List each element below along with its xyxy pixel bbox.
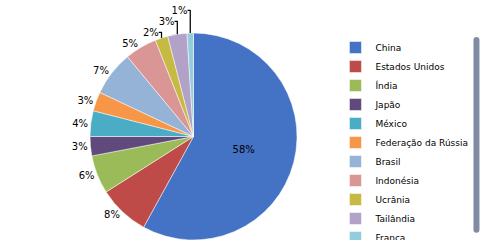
svg-text:2%: 2% [143, 27, 159, 38]
svg-text:4%: 4% [72, 118, 88, 129]
svg-text:França: França [375, 233, 405, 240]
svg-text:7%: 7% [93, 65, 109, 76]
svg-text:6%: 6% [79, 170, 95, 181]
svg-text:5%: 5% [122, 38, 138, 49]
svg-text:Brasil: Brasil [375, 157, 400, 167]
svg-text:3%: 3% [159, 16, 175, 27]
svg-text:Japão: Japão [374, 100, 400, 110]
svg-text:Federação da Rússia: Federação da Rússia [375, 138, 468, 148]
svg-text:3%: 3% [77, 95, 93, 106]
svg-text:1%: 1% [172, 5, 188, 16]
svg-text:China: China [375, 43, 401, 53]
svg-text:Indonésia: Indonésia [375, 176, 419, 186]
svg-text:México: México [375, 119, 407, 129]
svg-text:Índia: Índia [375, 80, 397, 91]
svg-text:8%: 8% [104, 209, 120, 220]
svg-text:Ucrânia: Ucrânia [375, 195, 409, 205]
svg-text:Tailândia: Tailândia [374, 214, 414, 224]
svg-text:3%: 3% [72, 141, 88, 152]
svg-text:Estados Unidos: Estados Unidos [375, 62, 444, 72]
svg-text:58%: 58% [233, 144, 255, 155]
